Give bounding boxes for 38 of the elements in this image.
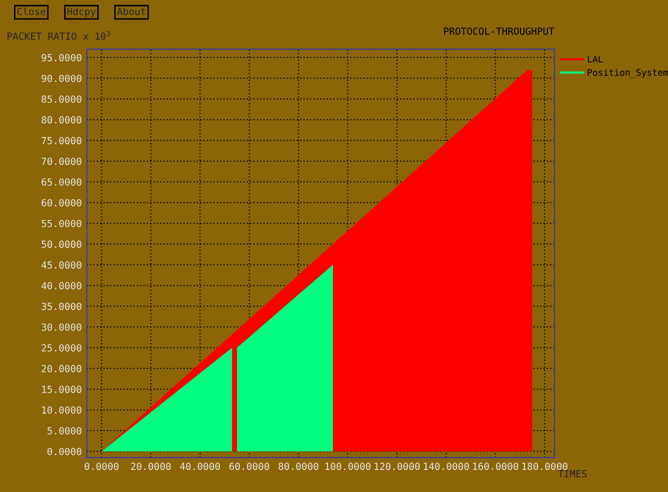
x-tick-label: 140.0000 — [424, 462, 469, 470]
text: Hdcpy — [67, 8, 96, 18]
y-tick-label: 65.0000 — [42, 178, 82, 186]
y-tick-label: 50.0000 — [42, 240, 82, 248]
y-tick-label: 0.0000 — [47, 448, 82, 456]
y-tick-label: 45.0000 — [41, 261, 82, 269]
x-tick-label: 20.0000 — [131, 462, 171, 470]
x-tick-label: 0.0000 — [84, 462, 119, 470]
x-tick-label: 180.0000 — [522, 462, 568, 470]
legend-label: LAL — [588, 56, 603, 62]
x-tick-label: 100.0000 — [325, 462, 370, 470]
y-tick-label: 35.0000 — [42, 302, 82, 310]
y-tick-label: 70.0000 — [42, 158, 82, 165]
y-tick-label: 30.0000 — [42, 323, 82, 331]
y-tick-label: 5.0000 — [48, 427, 82, 434]
y-tick-label: 80.0000 — [42, 116, 82, 124]
chart-title: PROTOCOL-THROUGHPUT — [444, 27, 554, 35]
x-tick-label: 120.0000 — [374, 462, 420, 470]
y-tick-label: 90.0000 — [42, 74, 82, 82]
x-tick-label: 60.0000 — [229, 462, 270, 470]
text: About — [117, 8, 146, 16]
y-tick-label: 55.0000 — [42, 220, 82, 228]
y-tick-label: 20.0000 — [42, 364, 82, 372]
y-axis-title: PACKET RATIO x 10$^{3}$ — [8, 30, 110, 40]
x-tick-label: 80.0000 — [278, 462, 318, 470]
x-tick-label: 160.0000 — [473, 462, 518, 470]
x-tick-label: 40.0000 — [180, 462, 220, 470]
y-tick-label: 85.0000 — [42, 95, 82, 103]
y-tick-label: 40.0000 — [41, 282, 82, 290]
y-tick-label: 10.0000 — [42, 406, 82, 414]
legend-label: Position_System — [588, 68, 668, 78]
y-tick-label: 25.0000 — [42, 344, 82, 352]
y-tick-label: 75.0000 — [42, 136, 82, 144]
y-tick-label: 15.0000 — [42, 386, 82, 394]
text: Close — [17, 8, 46, 16]
y-tick-label: 60.0000 — [42, 199, 82, 206]
y-tick-label: 95.0000 — [42, 54, 82, 62]
x-axis-title: TIMES — [558, 470, 587, 478]
